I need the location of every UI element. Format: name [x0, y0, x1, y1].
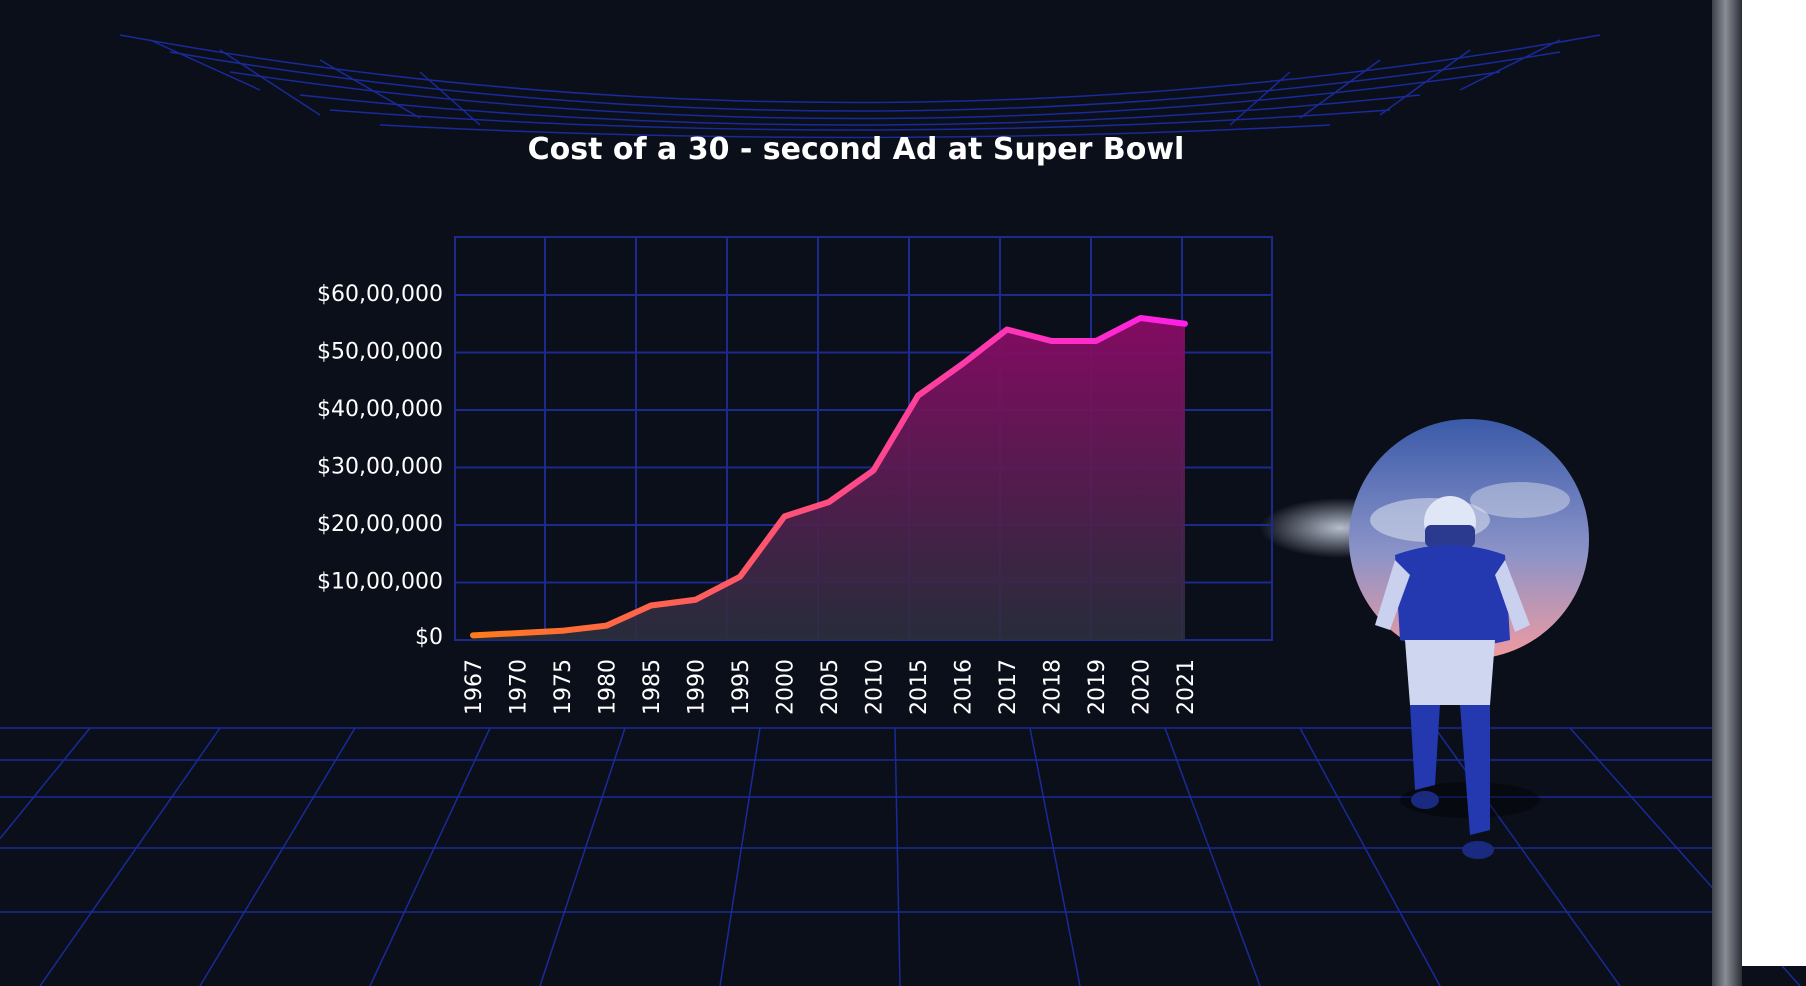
x-tick-label: 2018 [1041, 659, 1066, 715]
chart-title: Cost of a 30 - second Ad at Super Bowl [527, 132, 1185, 167]
series-line [470, 315, 1188, 639]
x-tick-label: 1967 [462, 659, 487, 715]
y-tick-label: $30,00,000 [317, 455, 443, 480]
series-area [473, 318, 1185, 640]
x-tick-label: 2000 [774, 659, 799, 715]
x-tick-label: 2015 [907, 659, 932, 715]
y-tick-label: $10,00,000 [317, 570, 443, 595]
x-tick-label: 1995 [729, 659, 754, 715]
x-tick-label: 2021 [1174, 659, 1199, 715]
x-tick-label: 1970 [507, 659, 532, 715]
right-wall [1712, 0, 1742, 986]
right-panel [1742, 0, 1806, 966]
y-axis: $0 $10,00,000 $20,00,000 $30,00,000 $40,00,0… [317, 282, 443, 650]
x-tick-label: 1985 [640, 659, 665, 715]
x-tick-label: 2019 [1085, 659, 1110, 715]
y-tick-label: $20,00,000 [317, 512, 443, 537]
y-tick-label: $50,00,000 [317, 340, 443, 365]
x-tick-label: 1980 [596, 659, 621, 715]
y-tick-label: $60,00,000 [317, 282, 443, 307]
x-axis: 1967 1970 1975 1980 1985 1990 1995 2000 2005 2010… [462, 659, 1199, 715]
x-tick-label: 2005 [818, 659, 843, 715]
chart-line [470, 315, 1188, 639]
y-tick-label: $0 [415, 625, 443, 650]
x-tick-label: 2016 [952, 659, 977, 715]
x-tick-label: 1975 [551, 659, 576, 715]
football-player-icon [1375, 496, 1540, 859]
x-tick-label: 2020 [1130, 659, 1155, 715]
x-tick-label: 2010 [863, 659, 888, 715]
x-tick-label: 2017 [996, 659, 1021, 715]
stadium-arcs [119, 34, 1601, 139]
x-tick-label: 1990 [685, 659, 710, 715]
y-tick-label: $40,00,000 [317, 397, 443, 422]
chart-area-fill [473, 318, 1185, 640]
